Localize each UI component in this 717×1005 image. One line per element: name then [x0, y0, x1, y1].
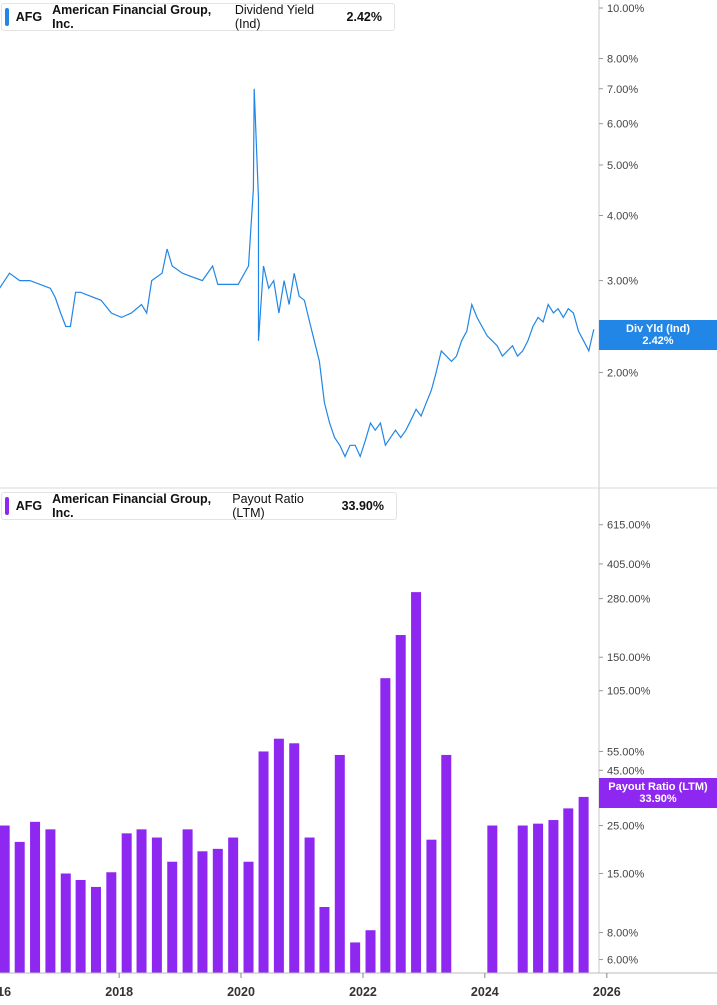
y-tick-label: 3.00% — [607, 276, 638, 288]
payout-ratio-panel: 615.00% 405.00% 280.00% 150.00% 105.00% 55.00… — [0, 488, 651, 973]
payout-bar — [182, 829, 193, 973]
payout-bar — [136, 829, 147, 973]
callout-label: Div Yld (Ind) — [626, 323, 690, 335]
dividend-yield-callout: Div Yld (Ind) 2.42% — [599, 320, 717, 350]
payout-bar — [304, 837, 315, 973]
payout-bar — [395, 635, 406, 973]
y-tick-label: 8.00% — [607, 54, 638, 66]
y-tick-label: 4.00% — [607, 210, 638, 222]
dividend-yield-series-line — [0, 88, 595, 459]
payout-bar — [228, 837, 239, 973]
payout-bar — [578, 796, 589, 973]
x-tick-label: 2018 — [105, 985, 133, 999]
legend-company-name: American Financial Group, Inc. — [52, 3, 212, 31]
legend-metric-value: 2.42% — [346, 10, 382, 24]
payout-bar — [487, 825, 498, 973]
callout-label: Payout Ratio (LTM) — [608, 781, 708, 793]
payout-bar — [167, 861, 178, 973]
x-tick-label: 2024 — [471, 985, 499, 999]
y-tick-label: 150.00% — [607, 652, 651, 664]
legend-metric-name: Payout Ratio (LTM) — [232, 492, 304, 520]
payout-bar — [517, 825, 528, 973]
legend-company-name: American Financial Group, Inc. — [52, 492, 212, 520]
payout-bar — [350, 942, 361, 973]
bottom-y-tick-group: 615.00% 405.00% 280.00% 150.00% 105.00% 55.00… — [599, 520, 651, 967]
payout-bar — [212, 848, 223, 973]
callout-value: 33.90% — [639, 793, 677, 805]
y-tick-label: 280.00% — [607, 594, 651, 606]
payout-bar — [289, 743, 300, 973]
x-tick-label: 2016 — [0, 985, 11, 999]
payout-bar — [121, 833, 132, 973]
payout-bar — [90, 886, 101, 973]
payout-bar — [533, 823, 544, 973]
dividend-yield-swatch — [5, 8, 9, 26]
x-tick-label: 2020 — [227, 985, 255, 999]
top-y-tick-group: 10.00% 8.00% 7.00% 6.00% 5.00% 4.00% 3.00% 2.00… — [599, 3, 645, 379]
payout-ratio-legend[interactable]: AFG American Financial Group, Inc. Payou… — [1, 492, 397, 520]
payout-ratio-bars — [0, 592, 589, 973]
y-tick-label: 7.00% — [607, 84, 638, 96]
payout-bar — [106, 872, 117, 973]
payout-ratio-callout: Payout Ratio (LTM) 33.90% — [599, 778, 717, 808]
payout-bar — [365, 930, 376, 973]
payout-bar — [411, 592, 422, 973]
payout-bar — [45, 829, 56, 973]
x-tick-label: 2026 — [593, 985, 621, 999]
payout-bar — [258, 751, 269, 973]
y-tick-label: 8.00% — [607, 928, 638, 940]
payout-bar — [548, 820, 559, 973]
y-tick-label: 5.00% — [607, 160, 638, 172]
payout-bar — [243, 861, 254, 973]
x-tick-group: 2016 2018 2020 2022 2024 2026 — [0, 973, 621, 999]
y-tick-label: 6.00% — [607, 955, 638, 967]
payout-bar — [441, 754, 452, 973]
y-tick-label: 55.00% — [607, 746, 645, 758]
dividend-yield-legend[interactable]: AFG American Financial Group, Inc. Divid… — [1, 3, 395, 31]
payout-bar — [426, 839, 437, 973]
y-tick-label: 405.00% — [607, 559, 651, 571]
x-axis: 2016 2018 2020 2022 2024 2026 — [0, 972, 717, 999]
payout-bar — [0, 825, 10, 973]
x-tick-label: 2022 — [349, 985, 377, 999]
payout-bar — [60, 873, 71, 973]
payout-bar — [273, 738, 284, 973]
payout-bar — [151, 837, 162, 973]
dividend-yield-panel: 10.00% 8.00% 7.00% 6.00% 5.00% 4.00% 3.00% 2.00… — [0, 0, 645, 488]
y-tick-label: 15.00% — [607, 868, 645, 880]
legend-metric-value: 33.90% — [341, 499, 384, 513]
callout-value: 2.42% — [642, 335, 674, 347]
y-tick-label: 6.00% — [607, 119, 638, 131]
y-tick-label: 25.00% — [607, 821, 645, 833]
y-tick-label: 105.00% — [607, 686, 651, 698]
payout-bar — [30, 821, 41, 973]
y-tick-label: 10.00% — [607, 3, 645, 15]
payout-bar — [197, 851, 208, 973]
payout-bar — [334, 754, 345, 973]
legend-ticker: AFG — [15, 499, 43, 513]
y-tick-label: 45.00% — [607, 765, 645, 777]
legend-metric-name: Dividend Yield (Ind) — [234, 3, 315, 31]
payout-bar — [319, 906, 330, 973]
payout-bar — [14, 841, 25, 973]
payout-bar — [563, 808, 574, 973]
payout-bar — [75, 879, 86, 973]
y-tick-label: 615.00% — [607, 520, 651, 532]
y-tick-label: 2.00% — [607, 367, 638, 379]
payout-ratio-swatch — [5, 497, 9, 515]
payout-bar — [380, 678, 391, 973]
legend-ticker: AFG — [15, 10, 43, 24]
